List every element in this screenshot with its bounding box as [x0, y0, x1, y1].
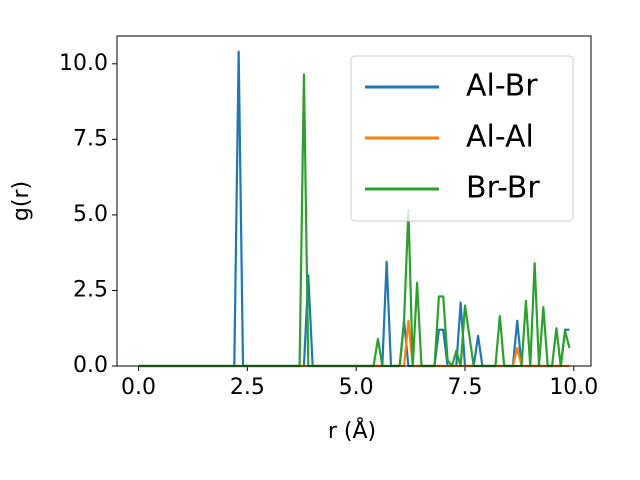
x-tick-label: 2.5	[230, 375, 265, 400]
y-tick-label: 5.0	[73, 202, 108, 227]
data-line	[138, 319, 570, 368]
legend-box	[350, 55, 574, 222]
legend-label: Al-Al	[466, 120, 534, 155]
x-tick-label: 5.0	[339, 375, 374, 400]
y-tick-label: 2.5	[73, 277, 108, 302]
legend: Al-Br Al-Al Br-Br	[350, 55, 574, 222]
x-tick-label: 7.5	[447, 375, 482, 400]
legend-label: Br-Br	[466, 171, 540, 206]
y-tick-label: 0.0	[73, 353, 108, 378]
x-tick-label: 0.0	[121, 375, 156, 400]
x-tick-label: 10.0	[549, 375, 598, 400]
y-axis-label: g(r)	[9, 181, 34, 221]
legend-label: Al-Br	[466, 69, 538, 104]
plot-frame	[116, 35, 592, 367]
y-tick-label: 10.0	[59, 51, 108, 76]
x-axis-label: r (Å)	[328, 417, 376, 444]
y-tick-label: 7.5	[73, 126, 108, 151]
